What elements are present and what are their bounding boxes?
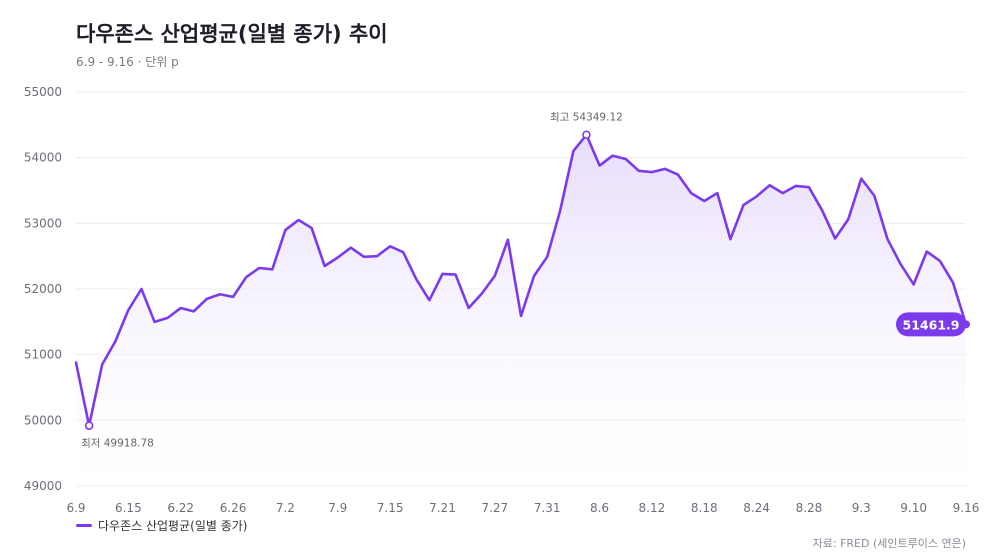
- max-point: [582, 130, 591, 140]
- legend: 다우존스 산업평균(일별 종가): [76, 517, 247, 534]
- x-tick-label: 6.26: [220, 501, 247, 515]
- y-tick-label: 53000: [24, 216, 62, 230]
- min-label: 최저 49918.78: [81, 438, 154, 450]
- chart-title: 다우존스 산업평균(일별 종가) 추이: [76, 22, 388, 46]
- y-tick-label: 51000: [24, 348, 62, 362]
- legend-label: 다우존스 산업평균(일별 종가): [98, 519, 248, 533]
- x-tick-label: 7.9: [328, 501, 347, 515]
- source-note: 자료: FRED (세인트루이스 연은): [812, 537, 966, 550]
- x-tick-label: 8.6: [590, 501, 609, 515]
- chart-subtitle: 6.9 - 9.16 · 단위 p: [76, 55, 179, 69]
- x-tick-label: 8.18: [691, 501, 718, 515]
- legend-swatch: [76, 524, 92, 527]
- min-point: [84, 421, 94, 430]
- series-area-fill: [76, 134, 966, 486]
- x-tick-label: 9.3: [852, 501, 871, 515]
- y-tick-label: 52000: [24, 282, 62, 296]
- x-tick-label: 7.15: [377, 501, 404, 515]
- max-label: 최고 54349.12: [550, 112, 623, 124]
- last-value-label: 51461.9: [903, 317, 960, 332]
- x-axis-ticks: 6.9 6.15 6.22 6.26 7.2 7.9 7.15 7.21 7.27 7.31 8.6…: [66, 501, 979, 515]
- x-tick-label: 8.24: [743, 501, 770, 515]
- y-tick-label: 55000: [24, 85, 62, 99]
- x-tick-label: 7.31: [534, 501, 561, 515]
- y-tick-label: 54000: [24, 151, 62, 165]
- y-tick-label: 50000: [24, 413, 62, 427]
- x-tick-label: 7.2: [276, 501, 295, 515]
- series-line: [74, 133, 968, 427]
- y-axis-ticks: 49000 50000 51000 52000 53000 54000 55000: [24, 85, 62, 493]
- x-tick-label: 8.12: [639, 501, 666, 515]
- y-tick-label: 49000: [24, 479, 62, 493]
- x-tick-label: 7.27: [481, 501, 508, 515]
- last-value-badge: [896, 312, 966, 337]
- x-tick-label: 8.28: [796, 501, 823, 515]
- annotations: 최고 54349.12 최저 49918.78 51461.9: [81, 112, 970, 450]
- x-tick-label: 9.16: [953, 501, 980, 515]
- x-tick-label: 6.9: [66, 501, 85, 515]
- x-tick-label: 6.22: [167, 501, 194, 515]
- x-tick-label: 6.15: [115, 501, 142, 515]
- x-tick-label: 7.21: [429, 501, 456, 515]
- x-tick-label: 9.10: [900, 501, 927, 515]
